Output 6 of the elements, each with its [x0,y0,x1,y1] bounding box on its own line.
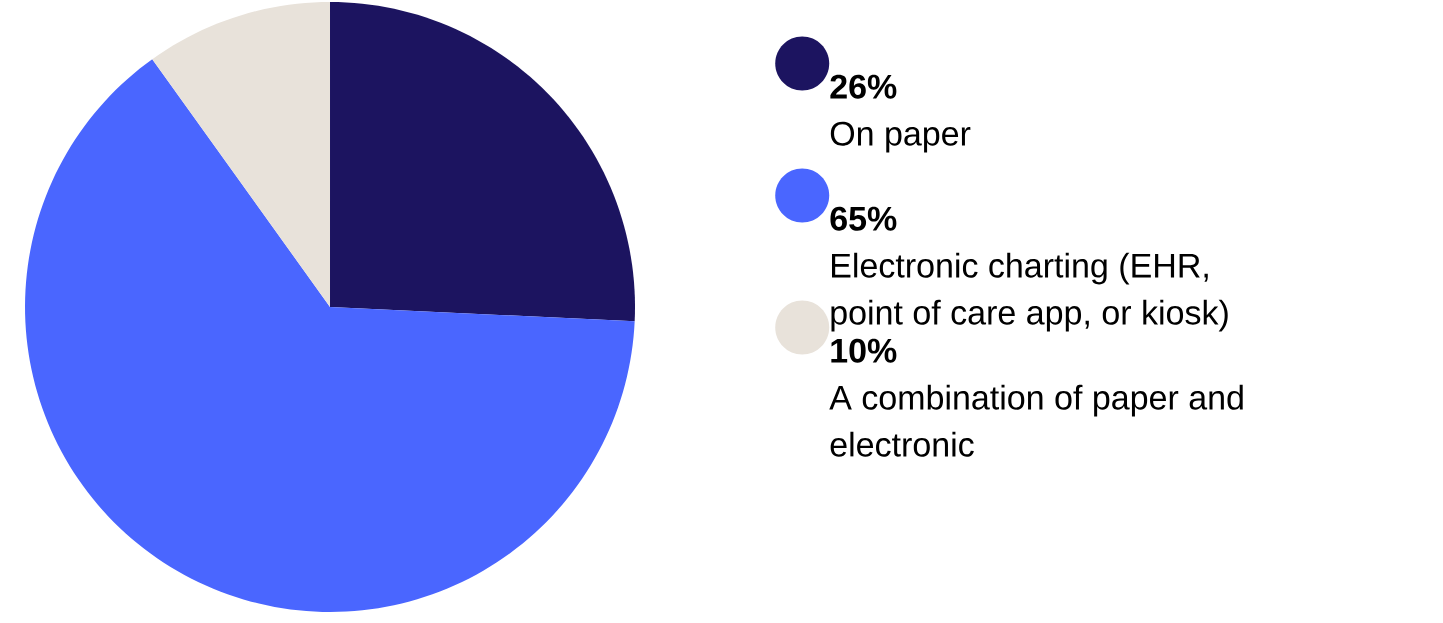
legend-label: A combination of paper and electronic [829,384,1243,457]
data-label: 65% [830,206,897,231]
data-label: 26% [830,74,897,99]
legend-label: On paper [830,121,971,153]
data-label: 10% [831,338,897,363]
legend-label: Electronic charting (EHR, point of care app, or kiosk) [831,252,1228,332]
